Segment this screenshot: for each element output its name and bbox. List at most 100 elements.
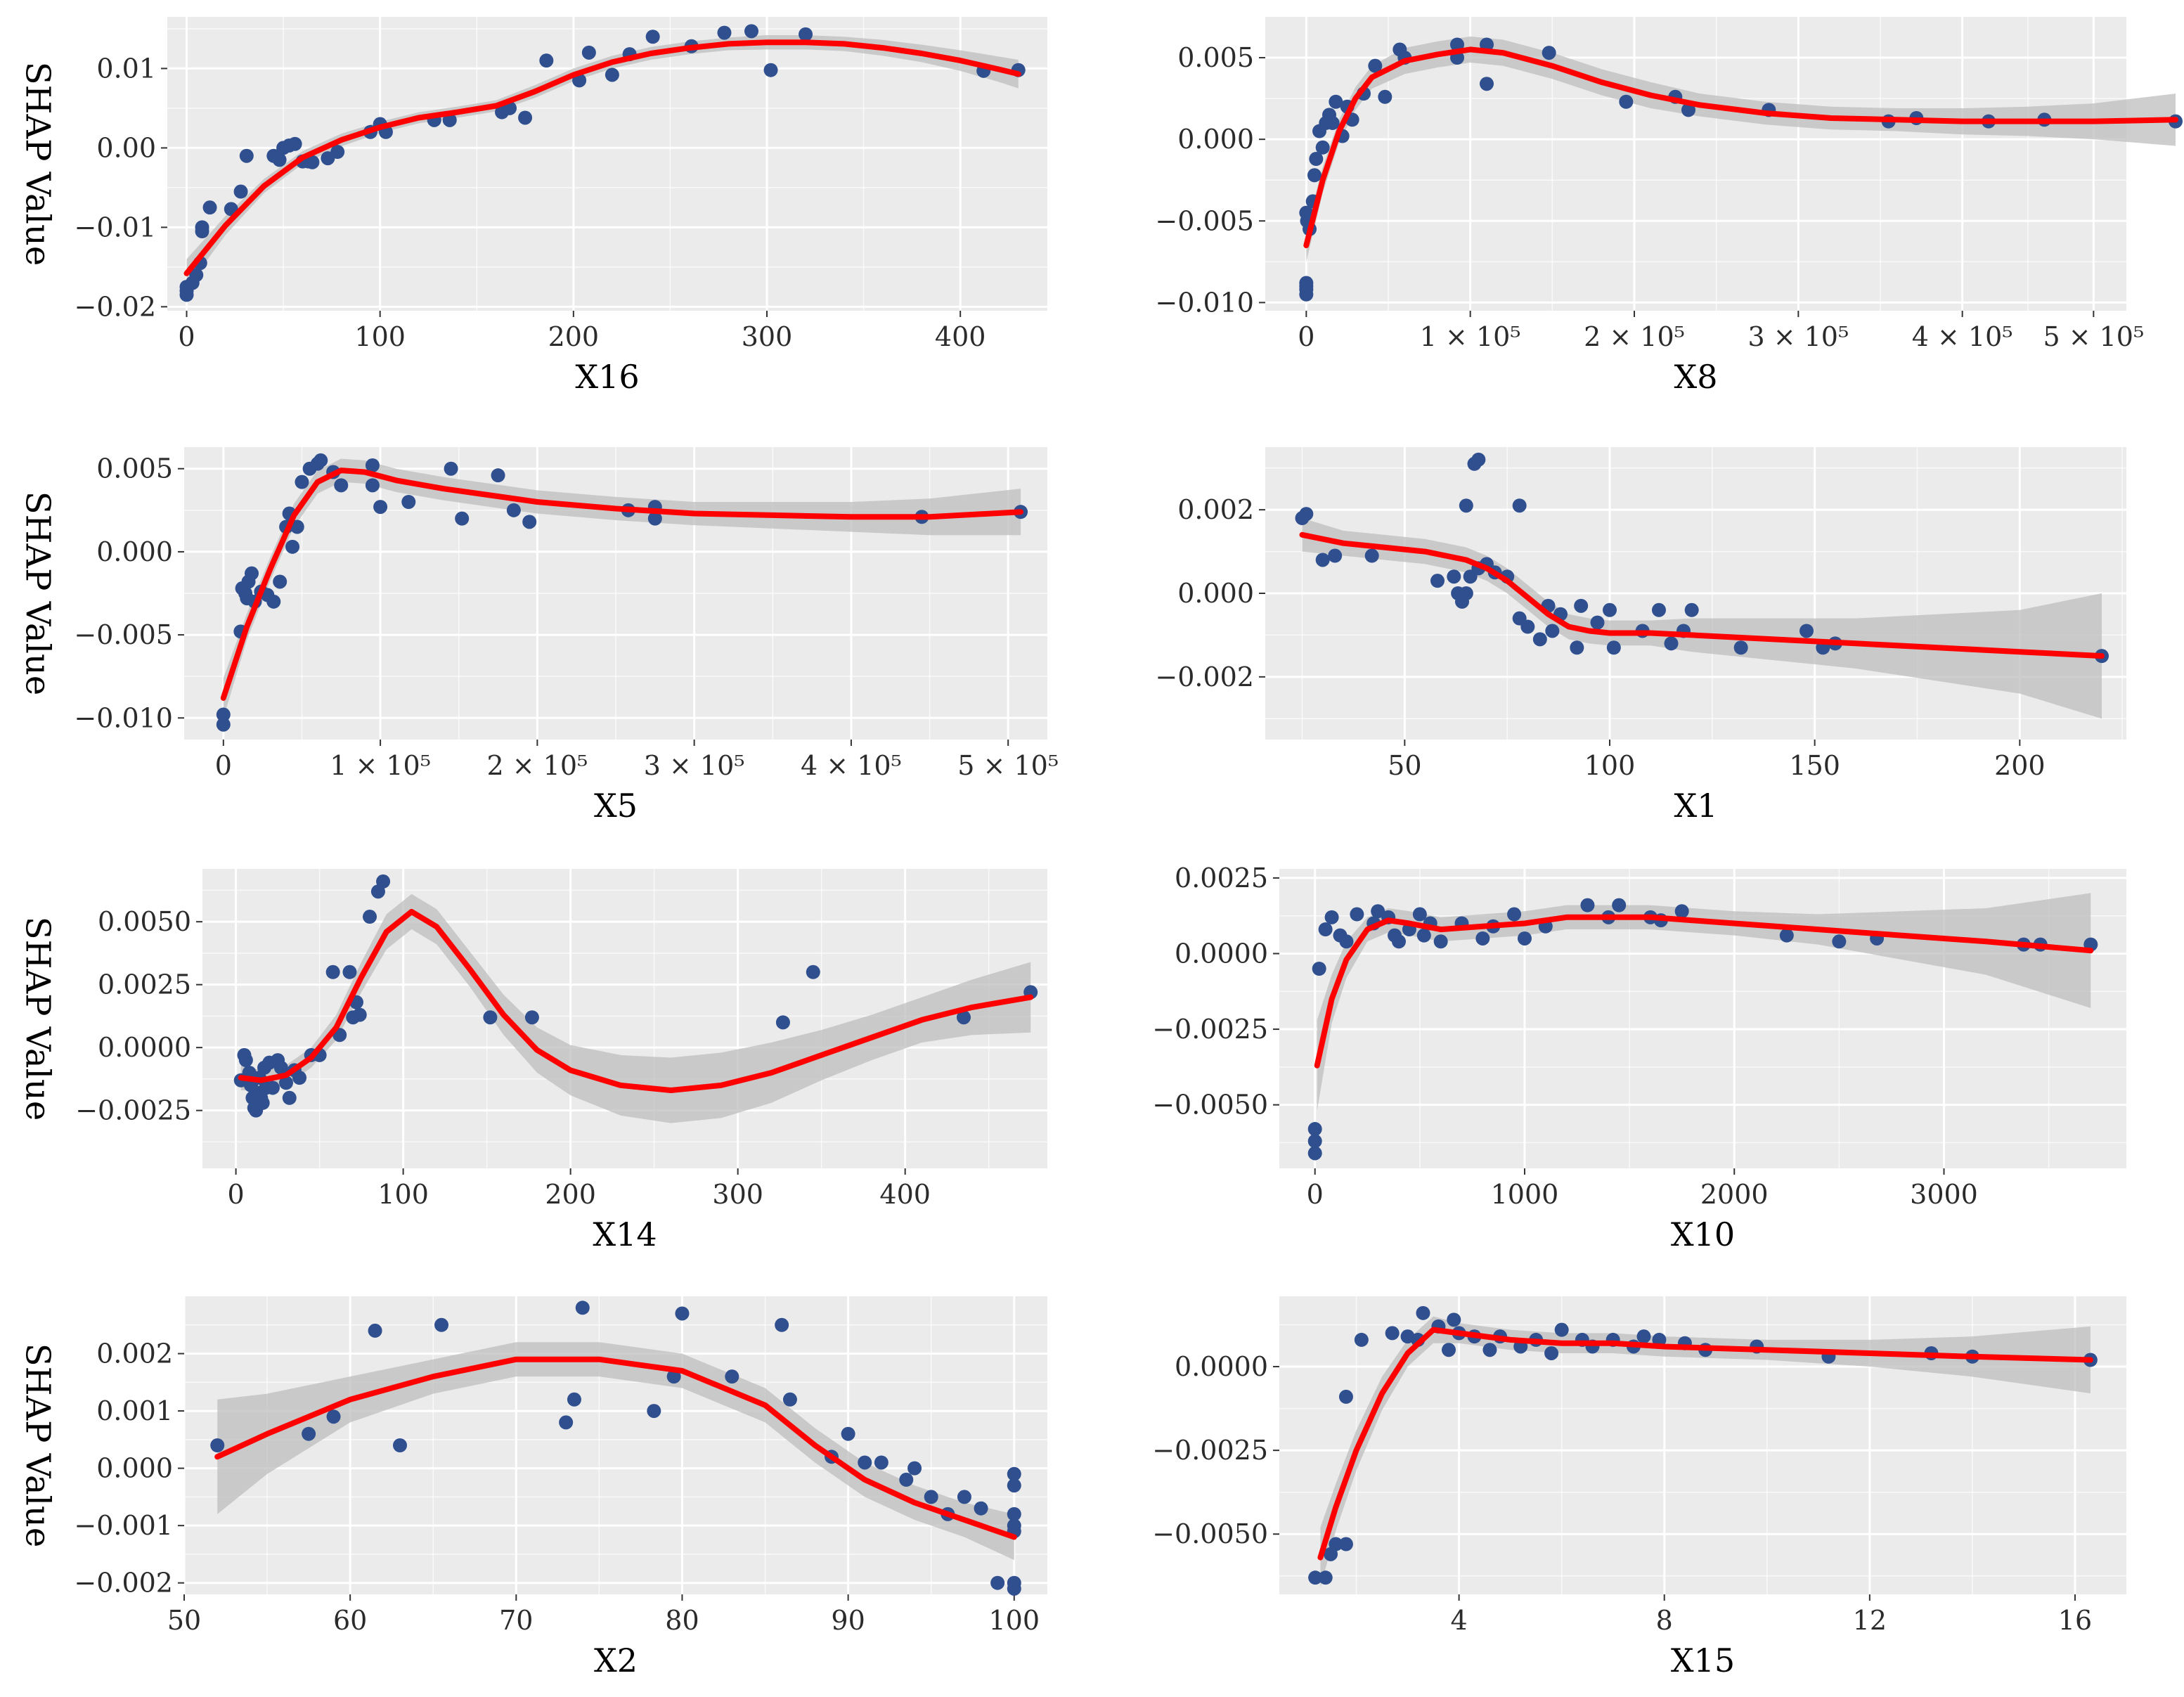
x-tick-label: 0 [1307,1179,1324,1210]
data-point [325,964,340,979]
data-point [216,717,231,732]
data-point [725,1369,739,1384]
y-tick-label: 0.01 [96,53,156,84]
y-tick-label: 0.005 [96,453,173,484]
data-point [1299,507,1314,522]
x-tick-label: 300 [712,1179,763,1210]
y-tick-label: 0.0000 [1175,1351,1268,1382]
x-tick-label: 0 [228,1179,245,1210]
data-point [775,1317,789,1332]
data-point [255,1095,270,1110]
data-point [1307,1122,1322,1137]
data-point [1799,624,1814,638]
panel-x15: 4 8 12 16 −0.0050 −0.0025 0.0000 X15 [1152,1296,2126,1679]
smooth-line [183,39,1021,276]
x-tick-label: 400 [879,1179,931,1210]
data-point [189,268,204,283]
y-axis-title: SHAP Value [18,62,58,266]
x-tick-label: 4 [1451,1605,1468,1636]
data-point [841,1426,855,1441]
data-point [295,475,309,489]
data-point [1299,287,1314,302]
data-point [524,1010,539,1025]
x-tick-label: 8 [1656,1605,1673,1636]
data-point [1684,602,1699,617]
data-point [1674,904,1689,919]
data-point [799,27,813,41]
data-point [265,1080,280,1095]
data-point [1007,1478,1021,1493]
x-tick-label: 1000 [1491,1179,1559,1210]
x-tick-label: 1 × 10⁵ [1420,321,1521,352]
data-point [539,53,554,68]
data-point [1545,624,1560,638]
x-tick-label: 5 × 10⁵ [2043,321,2144,352]
data-point [1554,1322,1569,1337]
data-point [899,1472,914,1487]
data-point [1681,103,1695,117]
data-point [434,1317,449,1332]
data-point [285,539,300,554]
data-point [245,566,259,581]
y-tick-label: 0.005 [1177,42,1254,73]
y-tick-label: 0.002 [96,1338,173,1369]
data-point [401,495,416,509]
x-tick-label: 0 [215,750,232,781]
data-point [202,200,217,215]
data-point [239,148,254,163]
x-tick-label: 90 [831,1605,865,1636]
data-point [645,30,660,44]
x-tick-label: 16 [2058,1605,2092,1636]
data-point [1433,934,1448,949]
confidence-band [1302,518,2102,719]
data-point [195,220,209,235]
panel-x1: 50 100 150 200 −0.002 0.000 0.002 X1 [1155,447,2126,825]
data-point [1371,904,1385,919]
data-point [717,25,732,40]
x-tick-label: 1 × 10⁵ [330,750,431,781]
data-point [1350,907,1364,922]
data-point [287,136,302,151]
x-tick-label: 5 × 10⁵ [957,750,1059,781]
data-point [1329,94,1343,109]
data-point [1338,1537,1353,1551]
x-axis-title: X16 [575,358,639,396]
data-point [1459,586,1473,600]
x-tick-label: 2 × 10⁵ [486,750,588,781]
y-tick-label: −0.002 [1155,662,1254,692]
y-tick-label: 0.0000 [98,1032,191,1063]
x-tick-label: 100 [989,1605,1040,1636]
data-point [874,1455,889,1470]
data-point [1603,602,1617,617]
data-point [1307,1146,1322,1161]
data-point [233,184,248,199]
data-point [1315,553,1330,567]
data-point [1447,1312,1461,1327]
x-tick-label: 3 × 10⁵ [1747,321,1849,352]
data-point [957,1490,971,1504]
x-tick-label: 3 × 10⁵ [644,750,745,781]
data-point [373,500,388,515]
data-point [1652,602,1666,617]
x-tick-label: 200 [548,321,600,352]
x-axis-title: X15 [1671,1641,1735,1679]
x-tick-label: 60 [333,1605,367,1636]
data-point [279,1076,294,1090]
y-tick-label: 0.0050 [98,906,191,937]
data-point [782,1392,797,1407]
x-tick-label: 4 × 10⁵ [801,750,902,781]
smooth-line [214,1356,1017,1540]
data-point [1430,574,1445,588]
data-point [924,1490,938,1504]
data-point [806,964,820,979]
data-point [956,1010,971,1025]
data-point [1590,615,1605,630]
x-tick-label: 50 [167,1605,201,1636]
data-point [1329,1537,1343,1551]
panel-x16: 0 100 200 300 400 −0.02 −0.01 0.00 0.01 X16 SHAP V… [18,17,1047,396]
y-tick-label: 0.00 [96,132,156,163]
y-tick-label: −0.02 [75,291,156,322]
data-point [210,1438,225,1452]
smooth-line [220,467,1023,701]
x-tick-label: 200 [545,1179,596,1210]
